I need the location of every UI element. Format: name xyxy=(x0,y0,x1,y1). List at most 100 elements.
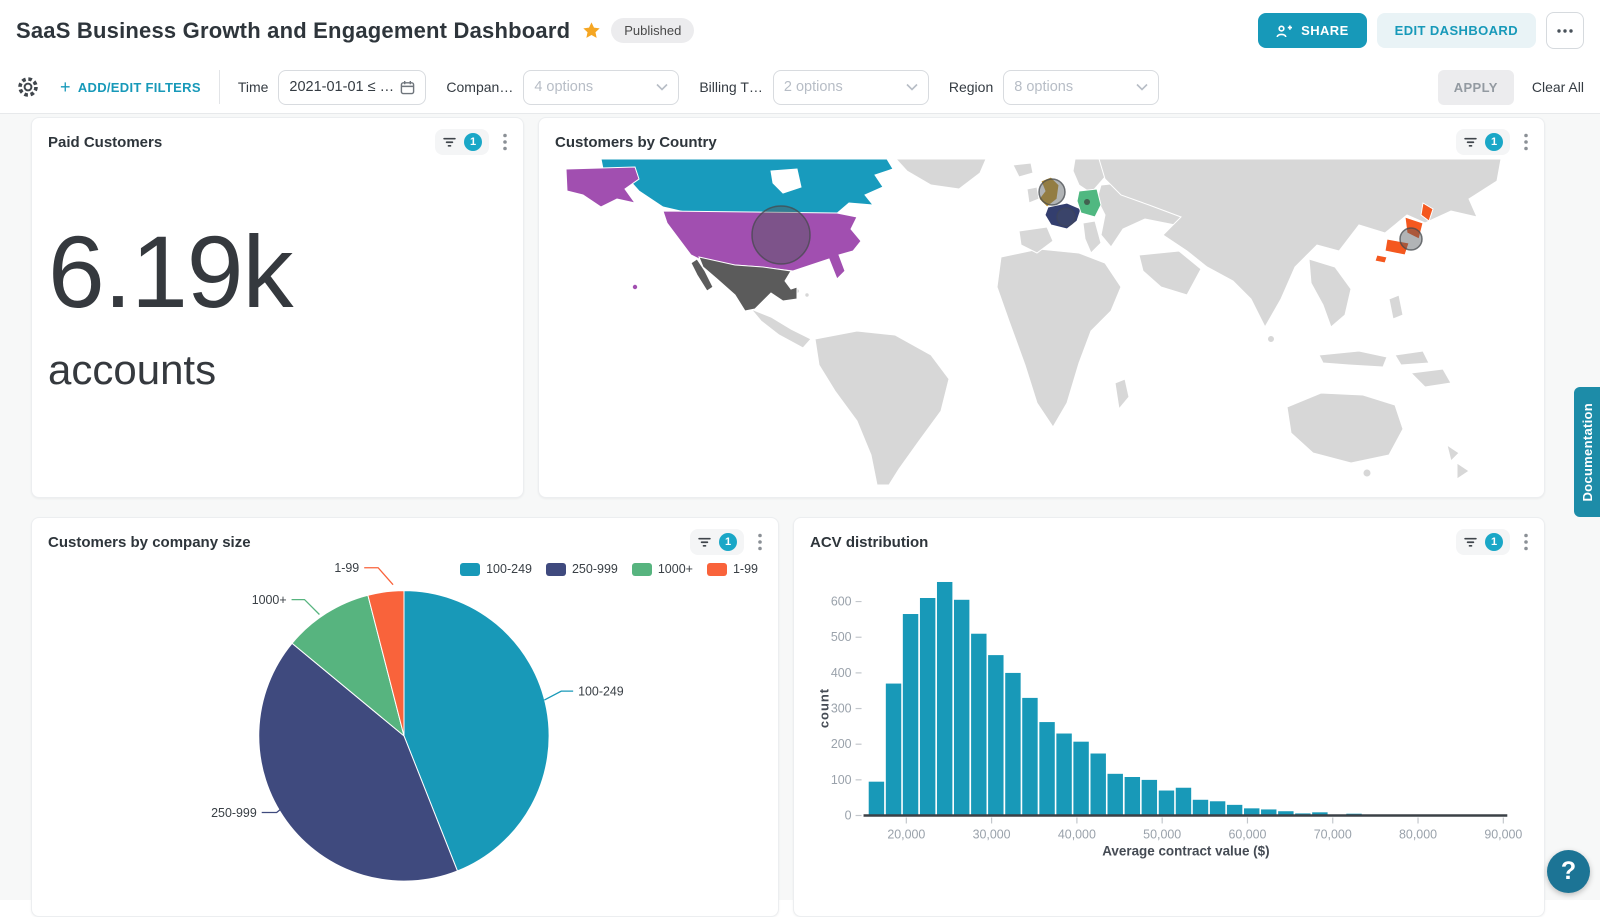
billing-filter-value: 2 options xyxy=(784,79,843,95)
more-options-button[interactable] xyxy=(1546,12,1584,49)
paid-customers-card: Paid Customers 1 6.19k accounts xyxy=(31,117,524,498)
region-filter-select[interactable]: 8 options xyxy=(1003,70,1159,105)
iberia xyxy=(1019,227,1053,253)
clear-all-button[interactable]: Clear All xyxy=(1532,79,1584,95)
legend-item-1-99[interactable]: 1-99 xyxy=(707,562,758,576)
card-menu-button[interactable] xyxy=(1520,531,1532,553)
filter-count-badge: 1 xyxy=(464,133,482,151)
pie-callout-label: 100-249 xyxy=(578,685,624,699)
card-menu-button[interactable] xyxy=(1520,131,1532,153)
hist-bar[interactable] xyxy=(988,655,1003,815)
hist-bar[interactable] xyxy=(1227,805,1242,816)
hist-bar[interactable] xyxy=(1142,780,1157,816)
hist-bar[interactable] xyxy=(1022,698,1037,816)
dashboard-canvas: Paid Customers 1 6.19k accounts Cust xyxy=(0,114,1600,900)
ellipsis-icon xyxy=(1557,29,1573,33)
apply-button[interactable]: APPLY xyxy=(1438,70,1514,105)
legend-item-1000+[interactable]: 1000+ xyxy=(632,562,693,576)
card-menu-button[interactable] xyxy=(754,531,766,553)
card-title: Paid Customers xyxy=(48,134,162,151)
country-alaska[interactable] xyxy=(566,167,639,207)
hist-bar[interactable] xyxy=(1056,734,1071,816)
hist-bar[interactable] xyxy=(869,782,884,816)
y-tick-label: 500 xyxy=(831,630,852,644)
caribbean2 xyxy=(805,293,809,297)
legend-item-250-999[interactable]: 250-999 xyxy=(546,562,618,576)
africa xyxy=(997,249,1121,427)
hist-bar[interactable] xyxy=(1210,801,1225,815)
documentation-tab[interactable]: Documentation xyxy=(1574,387,1600,517)
add-edit-filters-label: ADD/EDIT FILTERS xyxy=(78,80,201,95)
pie-callout-line xyxy=(364,568,393,585)
asia xyxy=(1099,159,1501,327)
y-tick-label: 600 xyxy=(831,595,852,609)
card-filter-indicator[interactable]: 1 xyxy=(690,529,744,555)
hist-bar[interactable] xyxy=(1176,788,1191,816)
bubble-united-kingdom[interactable] xyxy=(1039,179,1065,205)
hist-bar[interactable] xyxy=(1039,722,1054,815)
x-tick-label: 50,000 xyxy=(1143,827,1181,841)
company-size-card: Customers by company size 1 100-249 250-9… xyxy=(31,517,779,917)
pie-callout-line xyxy=(292,600,320,615)
filter-bar: + ADD/EDIT FILTERS Time 2021-01-01 ≤ … C… xyxy=(0,61,1600,114)
add-edit-filters-button[interactable]: + ADD/EDIT FILTERS xyxy=(60,78,201,96)
calendar-icon xyxy=(400,80,415,95)
help-button[interactable]: ? xyxy=(1547,850,1590,893)
card-title: Customers by company size xyxy=(48,534,251,551)
edit-dashboard-button[interactable]: EDIT DASHBOARD xyxy=(1377,13,1536,48)
filter-icon xyxy=(442,135,457,149)
company-filter-label: Compan… xyxy=(446,79,513,95)
kebab-icon xyxy=(1524,533,1528,551)
legend-swatch xyxy=(546,563,566,576)
legend-label: 1-99 xyxy=(733,562,758,576)
share-button[interactable]: SHARE xyxy=(1258,13,1367,48)
bubble-germany[interactable] xyxy=(1084,199,1090,205)
hist-bar[interactable] xyxy=(903,614,918,815)
bubble-united-states[interactable] xyxy=(752,206,810,264)
company-filter-select[interactable]: 4 options xyxy=(523,70,679,105)
card-filter-indicator[interactable]: 1 xyxy=(435,129,489,155)
chevron-down-icon xyxy=(1136,83,1148,91)
hist-bar[interactable] xyxy=(886,684,901,816)
hist-bar[interactable] xyxy=(937,582,952,816)
favorite-star-icon[interactable] xyxy=(582,21,601,40)
hist-bar[interactable] xyxy=(1073,742,1088,816)
y-tick-label: 0 xyxy=(845,808,852,822)
new-zealand xyxy=(1447,445,1459,461)
hist-bar[interactable] xyxy=(1159,791,1174,816)
italy xyxy=(1083,221,1101,253)
time-filter-label: Time xyxy=(238,79,269,95)
hist-bar[interactable] xyxy=(1108,774,1123,816)
country-japan-kyushu xyxy=(1375,255,1387,263)
y-axis-title: count xyxy=(817,688,832,728)
hist-bar[interactable] xyxy=(1125,777,1140,816)
hist-bar[interactable] xyxy=(1005,673,1020,816)
card-menu-button[interactable] xyxy=(499,131,511,153)
card-filter-indicator[interactable]: 1 xyxy=(1456,529,1510,555)
billing-filter-select[interactable]: 2 options xyxy=(773,70,929,105)
hist-bar[interactable] xyxy=(1193,800,1208,816)
country-canada[interactable] xyxy=(601,159,893,217)
philippines xyxy=(1389,295,1403,319)
pie-legend: 100-249 250-999 1000+ 1-99 xyxy=(460,562,758,576)
bubble-france[interactable] xyxy=(1057,208,1075,226)
pie-chart[interactable]: 100-249 250-999 1000+ 1-99 xyxy=(32,518,778,916)
scalar-unit: accounts xyxy=(48,346,216,394)
card-filter-indicator[interactable]: 1 xyxy=(1456,129,1510,155)
legend-item-100-249[interactable]: 100-249 xyxy=(460,562,532,576)
status-badge: Published xyxy=(611,18,694,43)
settings-gear-icon[interactable] xyxy=(16,75,40,99)
hist-bar[interactable] xyxy=(971,634,986,816)
ireland xyxy=(1027,187,1039,203)
hist-bar[interactable] xyxy=(1090,754,1105,816)
filter-icon xyxy=(697,535,712,549)
kebab-icon xyxy=(1524,133,1528,151)
filter-icon xyxy=(1463,535,1478,549)
time-filter-input[interactable]: 2021-01-01 ≤ … xyxy=(278,70,426,105)
y-tick-label: 300 xyxy=(831,702,852,716)
world-map[interactable] xyxy=(539,159,1545,498)
bubble-japan[interactable] xyxy=(1400,228,1422,250)
hist-bar[interactable] xyxy=(920,598,935,816)
hist-bar[interactable] xyxy=(954,600,969,816)
